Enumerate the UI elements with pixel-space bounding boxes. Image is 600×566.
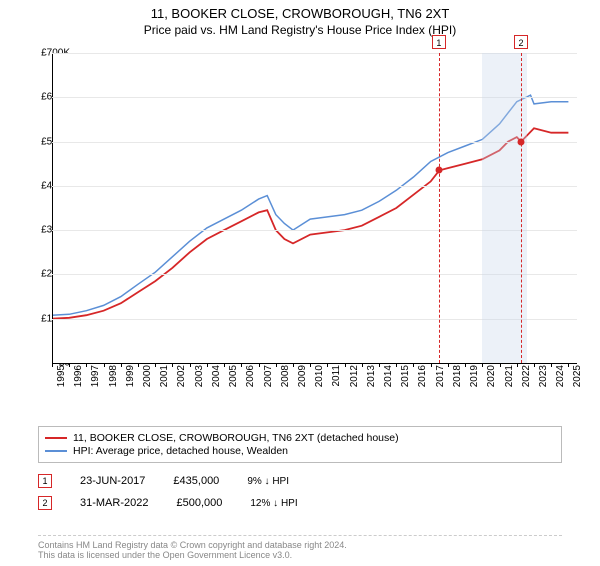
transaction-dot xyxy=(435,167,442,174)
x-tick-label: 2021 xyxy=(504,365,515,395)
x-tick-label: 2001 xyxy=(159,365,170,395)
x-tick-label: 2010 xyxy=(314,365,325,395)
x-tick-label: 2004 xyxy=(211,365,222,395)
x-tick-label: 1999 xyxy=(125,365,136,395)
x-tick-label: 2023 xyxy=(538,365,549,395)
legend-item: HPI: Average price, detached house, Weal… xyxy=(45,445,555,457)
legend: 11, BOOKER CLOSE, CROWBOROUGH, TN6 2XT (… xyxy=(38,426,562,463)
x-tick-label: 2011 xyxy=(331,365,342,395)
chart-subtitle: Price paid vs. HM Land Registry's House … xyxy=(0,23,600,37)
footer-line: This data is licensed under the Open Gov… xyxy=(38,550,562,560)
transaction-diff: 9% ↓ HPI xyxy=(247,476,289,487)
y-axis xyxy=(52,53,53,363)
transaction-marker-icon: 2 xyxy=(38,496,52,510)
x-tick-label: 2014 xyxy=(383,365,394,395)
x-tick-label: 2008 xyxy=(280,365,291,395)
transaction-price: £500,000 xyxy=(176,497,222,509)
transaction-marker-icon: 1 xyxy=(38,474,52,488)
transaction-diff: 12% ↓ HPI xyxy=(250,498,297,509)
legend-item: 11, BOOKER CLOSE, CROWBOROUGH, TN6 2XT (… xyxy=(45,432,555,444)
x-tick-label: 2022 xyxy=(521,365,532,395)
x-tick-label: 2019 xyxy=(469,365,480,395)
x-tick-label: 2018 xyxy=(452,365,463,395)
x-tick-label: 2020 xyxy=(486,365,497,395)
x-tick-label: 2006 xyxy=(245,365,256,395)
legend-swatch xyxy=(45,437,67,439)
x-tick-label: 2016 xyxy=(417,365,428,395)
footer-line: Contains HM Land Registry data © Crown c… xyxy=(38,540,562,550)
x-tick-label: 1995 xyxy=(56,365,67,395)
x-tick-label: 1997 xyxy=(90,365,101,395)
transaction-row: 1 23-JUN-2017 £435,000 9% ↓ HPI xyxy=(38,474,562,488)
transaction-row: 2 31-MAR-2022 £500,000 12% ↓ HPI xyxy=(38,496,562,510)
transaction-vline xyxy=(521,53,522,363)
x-tick-label: 1998 xyxy=(108,365,119,395)
x-tick-label: 2025 xyxy=(572,365,583,395)
x-tick-label: 2002 xyxy=(176,365,187,395)
chart-container: 11, BOOKER CLOSE, CROWBOROUGH, TN6 2XT P… xyxy=(0,6,600,566)
x-tick-label: 2012 xyxy=(349,365,360,395)
transaction-marker-icon: 1 xyxy=(432,35,446,49)
transaction-vline xyxy=(439,53,440,363)
x-tick-label: 2003 xyxy=(194,365,205,395)
x-axis xyxy=(52,363,577,364)
legend-label: HPI: Average price, detached house, Weal… xyxy=(73,445,288,457)
transaction-date: 31-MAR-2022 xyxy=(80,497,148,509)
footer: Contains HM Land Registry data © Crown c… xyxy=(38,535,562,560)
x-tick-label: 2017 xyxy=(435,365,446,395)
x-tick-label: 2007 xyxy=(263,365,274,395)
transaction-marker-icon: 2 xyxy=(514,35,528,49)
chart-title: 11, BOOKER CLOSE, CROWBOROUGH, TN6 2XT xyxy=(0,6,600,21)
legend-swatch xyxy=(45,450,67,452)
x-tick-label: 2000 xyxy=(142,365,153,395)
x-tick-label: 2009 xyxy=(297,365,308,395)
x-tick-label: 2013 xyxy=(366,365,377,395)
x-tick-label: 2005 xyxy=(228,365,239,395)
transaction-dot xyxy=(518,138,525,145)
x-tick-label: 2024 xyxy=(555,365,566,395)
transaction-price: £435,000 xyxy=(173,475,219,487)
legend-label: 11, BOOKER CLOSE, CROWBOROUGH, TN6 2XT (… xyxy=(73,432,399,444)
transaction-date: 23-JUN-2017 xyxy=(80,475,145,487)
x-tick-label: 2015 xyxy=(400,365,411,395)
chart-area: £0£100K£200K£300K£400K£500K£600K£700K 19… xyxy=(0,43,600,413)
x-tick-label: 1996 xyxy=(73,365,84,395)
